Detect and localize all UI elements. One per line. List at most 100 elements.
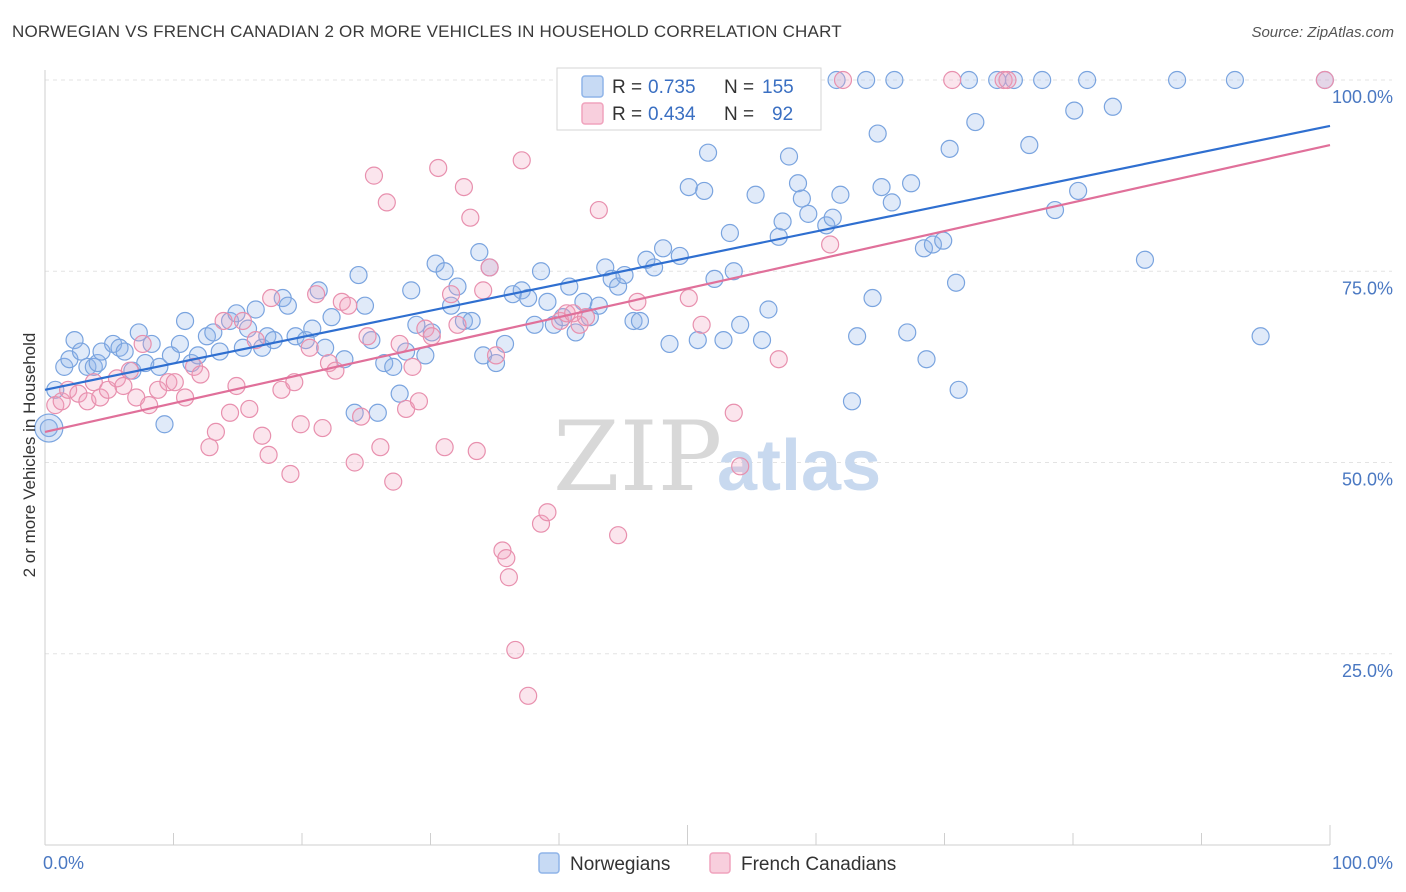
norwegian-point-144 <box>1225 70 1245 90</box>
french-canadian-point-56 <box>435 438 454 457</box>
y-tick-label-100: 100.0% <box>1332 87 1393 107</box>
y-tick-label-25: 25.0% <box>1342 661 1393 681</box>
y-tick-label-50: 50.0% <box>1342 470 1393 490</box>
french-canadian-point-71 <box>531 514 551 533</box>
french-canadian-point-64 <box>486 346 506 365</box>
norwegian-point-140 <box>1078 70 1097 90</box>
norwegian-point-39 <box>303 319 322 338</box>
french-canadian-point-1 <box>52 392 71 411</box>
norwegian-point-66 <box>486 353 506 373</box>
norwegian-point-135 <box>1020 135 1039 155</box>
french-canadian-point-55 <box>429 158 448 178</box>
french-canadian-point-24 <box>227 376 246 396</box>
norwegian-point-89 <box>653 239 673 258</box>
french-canadian-point-35 <box>300 338 319 357</box>
french-canadian-point-6 <box>91 388 110 407</box>
norwegian-point-90 <box>660 334 679 354</box>
norwegian-point-14 <box>129 323 148 342</box>
norwegian-point-31 <box>246 300 265 319</box>
french-canadian-point-26 <box>240 399 259 419</box>
norwegian-point-142 <box>1135 250 1155 269</box>
y-axis-label: 2 or more Vehicles in Household <box>20 333 39 578</box>
watermark-zip: ZIP <box>553 401 722 513</box>
french-canadian-point-44 <box>358 327 377 346</box>
legend-box: R = 0.735 N = 155 R = 0.434 N = 92 <box>556 67 822 131</box>
french-canadian-point-41 <box>339 296 358 315</box>
norwegian-point-87 <box>637 250 656 269</box>
legend-swatch-norwegians <box>581 75 604 98</box>
norwegian-point-122 <box>898 323 917 342</box>
norwegian-point-4 <box>65 331 84 350</box>
norwegian-point-18 <box>155 415 174 434</box>
norwegian-point-115 <box>848 327 867 346</box>
french-canadian-point-21 <box>206 422 226 441</box>
french-canadian-point-87 <box>833 70 853 90</box>
legend-r-value-french-canadians: 0.434 <box>648 104 696 125</box>
watermark: ZIP atlas <box>553 401 881 513</box>
norwegian-point-100 <box>731 315 750 334</box>
norwegian-point-46 <box>355 296 375 315</box>
french-canadian-point-72 <box>538 503 557 522</box>
french-canadian-point-30 <box>262 288 281 308</box>
x-tick-label-min: 0.0% <box>43 853 84 873</box>
norwegian-point-5 <box>71 342 91 361</box>
legend-n-label-1: N = <box>724 77 754 98</box>
french-canadian-point-58 <box>448 315 467 334</box>
norwegian-point-58 <box>435 262 454 281</box>
norwegian-point-145 <box>1251 327 1270 346</box>
norwegian-point-132 <box>966 112 985 132</box>
french-canadian-point-68 <box>506 640 525 660</box>
french-canadian-point-37 <box>313 418 332 438</box>
bottom-legend: Norwegians French Canadians <box>538 852 896 875</box>
french-canadian-point-49 <box>390 334 409 354</box>
french-canadian-point-43 <box>352 407 371 426</box>
norwegian-point-126 <box>923 235 943 254</box>
french-canadian-point-25 <box>233 311 252 331</box>
norwegian-point-139 <box>1069 181 1088 201</box>
french-canadian-point-9 <box>114 376 133 396</box>
french-canadian-point-62 <box>474 281 493 300</box>
norwegian-point-21 <box>175 311 195 331</box>
norwegian-point-114 <box>842 392 862 411</box>
french-canadian-point-70 <box>519 686 538 705</box>
french-canadian-point-89 <box>994 70 1013 90</box>
french-canadian-point-91 <box>1315 70 1334 90</box>
french-canadian-point-16 <box>165 373 184 392</box>
series-french-canadians-points <box>46 70 1334 705</box>
y-tick-label-75: 75.0% <box>1342 278 1393 298</box>
french-canadian-point-29 <box>259 445 278 464</box>
french-canadian-point-69 <box>512 151 531 170</box>
french-canadian-point-46 <box>371 438 390 457</box>
norwegian-point-86 <box>630 311 650 331</box>
norwegian-point-85 <box>624 311 643 331</box>
norwegian-point-41 <box>316 338 335 357</box>
norwegian-point-20 <box>170 334 190 354</box>
watermark-atlas: atlas <box>717 426 881 506</box>
french-canadian-point-66 <box>497 549 516 568</box>
norwegian-point-119 <box>872 178 891 197</box>
bottom-legend-label-norwegians: Norwegians <box>570 854 670 875</box>
french-canadian-point-78 <box>589 200 608 220</box>
norwegian-point-113 <box>831 185 850 204</box>
legend-swatch-french-canadians <box>581 102 604 125</box>
chart-title: NORWEGIAN VS FRENCH CANADIAN 2 OR MORE V… <box>12 22 842 41</box>
french-canadian-point-42 <box>345 453 364 472</box>
norwegian-point-49 <box>375 353 394 373</box>
norwegian-point-91 <box>670 246 689 266</box>
norwegian-point-45 <box>349 265 368 285</box>
norwegian-point-130 <box>949 380 968 399</box>
norwegian-point-99 <box>724 262 743 281</box>
norwegian-point-12 <box>115 342 134 361</box>
norwegian-point-34 <box>264 331 283 350</box>
norwegian-point-92 <box>679 178 698 197</box>
legend-r-label-1: R = <box>612 77 642 98</box>
norwegian-point-129 <box>946 273 966 292</box>
norwegian-point-138 <box>1065 101 1084 120</box>
french-canadian-point-47 <box>377 193 396 212</box>
legend-n-value-french-canadians: 92 <box>772 104 793 125</box>
french-canadian-point-59 <box>454 178 474 197</box>
norwegian-point-93 <box>688 331 707 350</box>
norwegian-point-42 <box>322 308 341 327</box>
grid-lines <box>45 79 1392 655</box>
norwegian-point-48 <box>368 403 387 422</box>
